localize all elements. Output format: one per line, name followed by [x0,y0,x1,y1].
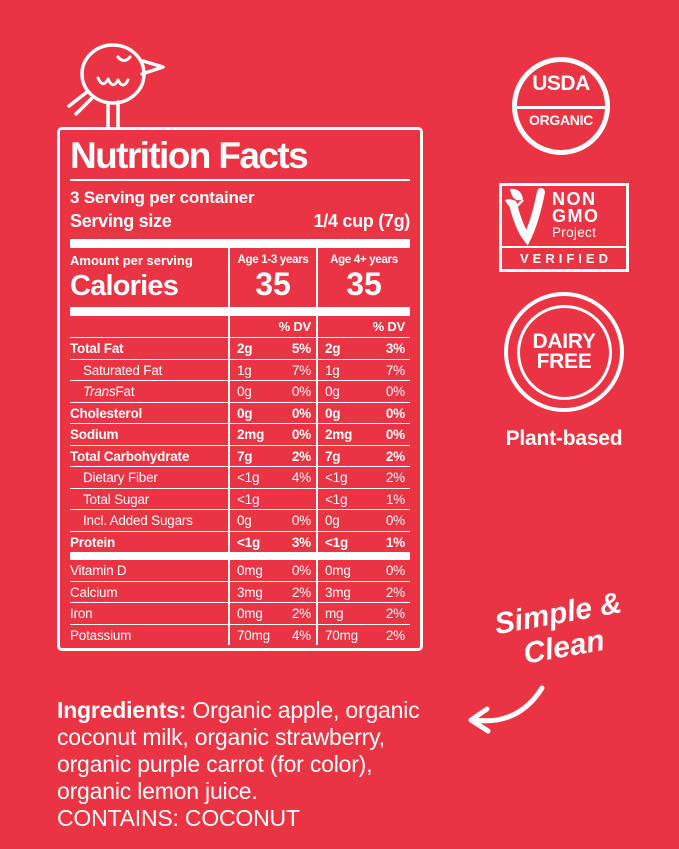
thick-divider [70,239,410,249]
usda-label: USDA [517,62,605,110]
non-gmo-top: NON GMO Project [502,186,626,246]
nutrient-label: Vitamin D [70,563,127,579]
ingredients-list: Organic apple, organic coconut milk, org… [57,697,420,804]
non-gmo-verified-badge: NON GMO Project VERIFIED [499,183,629,272]
row-total-carbohydrate: Total Carbohydrate 7g 2% 7g 2% [70,445,410,468]
thick-divider [70,307,410,317]
percent-dv-header-row: % DV % DV [70,316,410,339]
age-column-1: Age 1-3 years 35 [228,248,316,308]
row-total-fat: Total Fat 2g 5% 2g 3% [70,338,410,360]
ingredients-text: Ingredients: Organic apple, organic coco… [57,697,449,832]
nutrient-label: Potassium [70,627,132,643]
nutrient-label: Protein [70,534,116,550]
nutrient-label: Total Carbohydrate [70,448,190,464]
age-4plus-header: Age 4+ years [330,254,398,267]
dv-header-1: % DV [278,319,312,335]
contains-statement: CONTAINS: COCONUT [57,804,300,831]
calories-value-age-1-3: 35 [255,266,291,303]
usda-organic-badge: USDA ORGANIC [512,57,610,155]
calories-value-age-4plus: 35 [346,266,382,303]
row-iron: Iron 0mg 2% mg 2% [70,603,410,625]
bird-icon [67,43,165,128]
curved-arrow-icon [468,685,545,734]
non-gmo-wordmark: NON GMO Project [552,189,600,241]
nutrient-label: Calcium [70,584,118,600]
row-calcium: Calcium 3mg 2% 3mg 2% [70,581,410,604]
amount-per-serving-label: Amount per serving [70,253,193,269]
age-column-2: Age 4+ years 35 [316,248,410,308]
row-potassium: Potassium 70mg 4% 70mg 2% [70,624,410,646]
servings-per-container: 3 Serving per container [70,188,255,208]
tagline: Simple & Clean [491,586,625,671]
organic-label: ORGANIC [528,112,593,129]
age-1-3-header: Age 1-3 years [237,254,309,267]
nutrient-label: Sodium [70,427,119,443]
row-dietary-fiber: Dietary Fiber <1g 4% <1g 2% [70,467,410,489]
calories-section: Amount per serving Calories Age 1-3 year… [70,248,410,308]
calories-label: Calories [70,270,179,303]
nutrient-label: Incl. Added Sugars [83,513,193,529]
title-divider [70,178,410,182]
serving-size-row: Serving size 1/4 cup (7g) [70,211,410,232]
thick-divider [70,552,410,561]
nutrient-label: Iron [70,606,93,622]
row-cholesterol: Cholesterol 0g 0% 0g 0% [70,402,410,425]
calories-left-cell: Amount per serving Calories [70,248,228,307]
plant-based-caption: Plant-based [505,427,623,450]
nutrient-label: Trans Fat [83,384,135,400]
row-added-sugars: Incl. Added Sugars 0g 0% 0g 0% [70,510,410,532]
dv-header-2: % DV [372,319,406,335]
serving-size-label: Serving size [70,211,172,232]
row-protein: Protein <1g 3% <1g 1% [70,531,410,553]
row-trans-fat: Trans Fat 0g 0% 0g 0% [70,381,410,403]
dairy-free-badge: DAIRY FREE [504,292,624,412]
dairy-free-inner: DAIRY FREE [516,304,612,400]
row-total-sugar: Total Sugar <1g <1g 1% [70,488,410,511]
row-vitamin-d: Vitamin D 0mg 0% 0mg 0% [70,560,410,582]
row-saturated-fat: Saturated Fat 1g 7% 1g 7% [70,359,410,382]
nutrition-facts-title: Nutrition Facts [70,135,309,176]
nutrient-label: Cholesterol [70,405,143,421]
butterfly-icon [505,188,545,246]
nutrition-facts-panel: Nutrition Facts 3 Serving per container … [57,127,423,652]
nutrient-label: Dietary Fiber [83,470,158,486]
nutrient-label: Saturated Fat [83,362,163,378]
ingredients-label: Ingredients: [57,697,187,723]
nutrient-label: Total Fat [70,341,124,357]
serving-size-value: 1/4 cup (7g) [313,211,411,232]
nutrient-label: Total Sugar [83,491,150,507]
row-sodium: Sodium 2mg 0% 2mg 0% [70,424,410,446]
verified-label: VERIFIED [502,246,626,269]
